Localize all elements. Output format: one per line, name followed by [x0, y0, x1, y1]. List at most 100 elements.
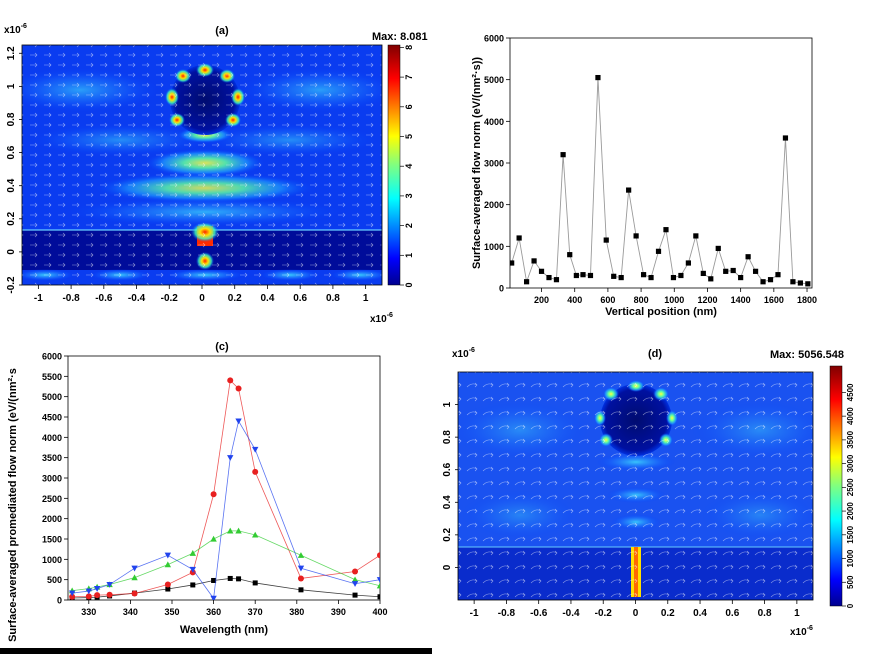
x-tick-label-a: -0.4: [128, 293, 146, 304]
x-tick-label-c: 360: [206, 607, 221, 617]
data-point-b: [670, 274, 677, 281]
x-axis-d: -1 -0.8 -0.6 -0.4 -0.2 0 0.2 0.4 0.6 0.8 1: [470, 600, 800, 619]
x-tick-label-d: 0.8: [758, 608, 772, 619]
y-tick-label-a: 1.2: [6, 46, 17, 60]
data-point-red: [164, 581, 171, 588]
data-point-b: [655, 248, 662, 254]
data-point-red: [227, 377, 234, 384]
y-tick-label-d: 0.6: [442, 462, 453, 476]
panel-a: (a) x10-6: [4, 23, 428, 325]
data-point-black: [252, 580, 258, 586]
y-tick-label-a: 0: [6, 249, 17, 255]
y-tick-label-c: 500: [47, 575, 62, 585]
x-tick-label-d: 0.4: [693, 608, 707, 619]
colorbar-tick-label-a: 4: [404, 164, 414, 169]
y-tick-label-d: 0.4: [442, 495, 453, 509]
x-tick-label-c: 350: [164, 607, 179, 617]
colorbar-tick-label-d: 500: [846, 575, 855, 589]
panel-b: 200 400 600 800 1000 1200 1400 1600 1800 0100020…: [471, 34, 817, 319]
data-point-b: [723, 268, 729, 274]
data-point-red: [297, 575, 304, 582]
data-point-b: [633, 233, 639, 239]
data-point-b: [767, 277, 774, 283]
data-point-b: [685, 260, 691, 266]
x-axis-b: 200 400 600 800 1000 1200 1400 1600 1800: [534, 288, 817, 305]
colorbar-tick-label-d: 0: [846, 603, 855, 608]
x-tick-label-b: 600: [600, 295, 615, 305]
x-tick-label-a: 0.8: [326, 293, 340, 304]
data-point-b: [752, 268, 759, 274]
data-point-b: [708, 276, 714, 282]
colorbar-tick-label-d: 4500: [846, 383, 855, 401]
colorbar-tick-label-d: 1500: [846, 525, 855, 543]
x-axis-title-c: Wavelength (nm): [180, 624, 269, 636]
x-tick-label-d: -0.4: [562, 608, 580, 619]
panel-d: (d) x10 -6: [442, 347, 855, 638]
colorbar-tick-label-d: 1000: [846, 549, 855, 567]
colorbar-a: [387, 44, 401, 286]
heatmap-d: [458, 372, 813, 600]
x-tick-label-c: 390: [331, 607, 346, 617]
colorbar-tick-label-a: 2: [404, 223, 414, 228]
y-tick-label-d: 1: [442, 401, 453, 407]
x-tick-label-d: -0.8: [498, 608, 516, 619]
x-tick-label-a: -0.8: [62, 293, 80, 304]
x-tick-label-c: 340: [123, 607, 138, 617]
x-axis-a: -1 -0.8 -0.6 -0.4 -0.2 0 0.2 0.4 0.6 0.8 1: [34, 285, 369, 304]
y-tick-label-c: 6000: [42, 352, 62, 362]
data-point-green: [235, 527, 242, 534]
x-tick-label-b: 1000: [664, 295, 684, 305]
x-axis-c: 330 340 350 360 370 380 390 400: [81, 600, 388, 617]
data-point-black: [227, 575, 233, 581]
x-tick-label-a: 0.2: [228, 293, 242, 304]
colorbar-tick-label-a: 8: [404, 45, 414, 50]
data-point-b: [782, 135, 789, 141]
x-tick-label-b: 1400: [731, 295, 751, 305]
data-point-blue: [351, 581, 359, 587]
data-point-b: [618, 274, 624, 281]
y-tick-label-a: 0.4: [6, 178, 17, 192]
y-exponent-base: x10: [4, 25, 21, 36]
x-tick-label-d: 0.2: [661, 608, 675, 619]
y-tick-label-c: 0: [57, 596, 62, 606]
data-point-red: [85, 593, 92, 600]
data-point-b: [648, 274, 654, 281]
y-tick-label-a: 0.8: [6, 112, 17, 126]
y-tick-label-d: 0.8: [442, 430, 453, 444]
x-tick-label-d: 0.6: [725, 608, 739, 619]
colorbar-tick-label-a: 7: [404, 75, 414, 80]
data-point-b: [775, 272, 781, 278]
x-tick-label-c: 330: [81, 607, 96, 617]
data-point-blue: [235, 418, 242, 425]
x-tick-label-d: -0.6: [530, 608, 548, 619]
data-point-blue: [189, 566, 196, 573]
x-tick-label-b: 1200: [697, 295, 717, 305]
bottom-bar: [0, 648, 432, 654]
colorbar-tick-label-a: 0: [404, 282, 414, 287]
data-point-blue: [227, 455, 234, 461]
data-point-b: [546, 274, 552, 281]
x-tick-label-d: 1: [794, 608, 800, 619]
panel-d-title: (d): [648, 348, 662, 360]
colorbar-tick-label-d: 2500: [846, 478, 855, 496]
series-line-blue: [72, 419, 380, 600]
data-point-b: [611, 273, 617, 279]
x-exponent-base-d: x10: [790, 627, 807, 638]
data-point-b: [560, 152, 566, 158]
colorbar-tick-label-d: 3000: [846, 454, 855, 472]
data-point-b: [595, 74, 601, 81]
colorbar-tick-label-d: 2000: [846, 502, 855, 520]
y-tick-label-a: 1: [6, 83, 17, 89]
data-point-red: [235, 385, 242, 392]
data-point-b: [693, 233, 699, 239]
y-tick-label-c: 3000: [42, 474, 62, 484]
y-tick-label-a: 0.6: [6, 145, 17, 159]
panel-c-title: (c): [215, 341, 229, 353]
heatmap-a: [22, 45, 382, 285]
colorbar-tick-label-a: 6: [404, 104, 414, 109]
y-tick-label-c: 4000: [42, 433, 62, 443]
data-point-red: [106, 591, 113, 598]
data-point-b: [715, 245, 721, 252]
y-exponent-power-d: -6: [469, 347, 475, 354]
data-point-b: [510, 260, 515, 266]
